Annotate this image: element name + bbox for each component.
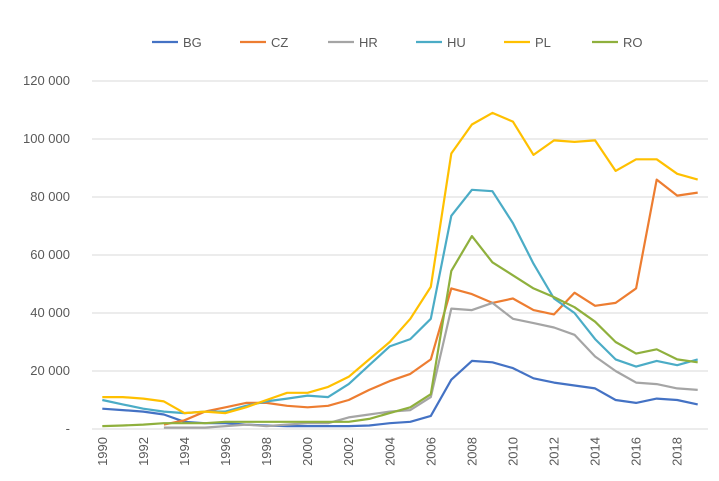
x-tick-label: 2012 — [547, 437, 562, 466]
x-tick-label: 2014 — [588, 437, 603, 466]
x-tick-label: 2006 — [423, 437, 438, 466]
legend-label: HR — [359, 35, 378, 50]
legend-label: CZ — [271, 35, 288, 50]
series-line — [102, 188, 698, 415]
series-line — [102, 235, 698, 428]
y-tick-label: 60 000 — [30, 247, 70, 262]
series-line — [163, 301, 698, 429]
legend-label: PL — [535, 35, 551, 50]
x-tick-label: 2004 — [382, 437, 397, 466]
x-tick-label: 2000 — [300, 437, 315, 466]
y-tick-label: 120 000 — [23, 73, 70, 88]
x-tick-label: 1990 — [95, 437, 110, 466]
x-tick-label: 1998 — [259, 437, 274, 466]
x-tick-label: 2010 — [505, 437, 520, 466]
x-tick-label: 2002 — [341, 437, 356, 466]
legend-label: BG — [183, 35, 202, 50]
x-tick-label: 2008 — [464, 437, 479, 466]
series-line — [163, 178, 698, 426]
y-tick-label: 80 000 — [30, 189, 70, 204]
x-tick-label: 2018 — [670, 437, 685, 466]
y-tick-label: - — [66, 421, 70, 436]
legend-label: RO — [623, 35, 643, 50]
x-tick-label: 1992 — [136, 437, 151, 466]
x-tick-label: 1994 — [177, 437, 192, 466]
x-tick-label: 1996 — [218, 437, 233, 466]
y-tick-label: 40 000 — [30, 305, 70, 320]
y-tick-label: 20 000 — [30, 363, 70, 378]
x-tick-label: 2016 — [629, 437, 644, 466]
legend-label: HU — [447, 35, 466, 50]
series-line — [102, 111, 698, 415]
y-tick-label: 100 000 — [23, 131, 70, 146]
